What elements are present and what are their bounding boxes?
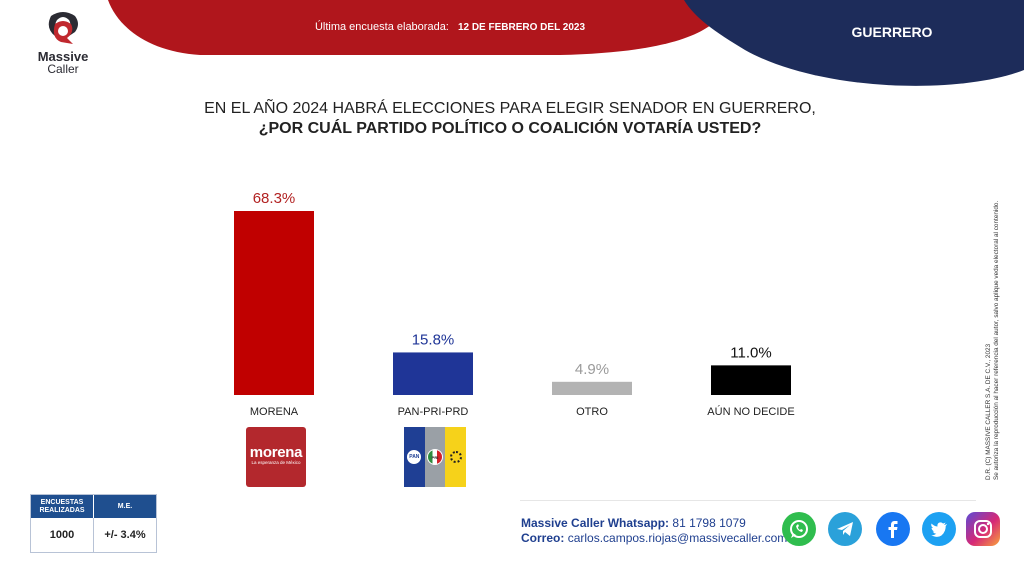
pri-logo: PRI (424, 427, 446, 487)
survey-date-value: 12 DE FEBRERO DEL 2023 (457, 22, 586, 33)
prd-logo (445, 427, 467, 487)
category-label: AÚN NO DECIDE (707, 405, 794, 418)
copyright-line-2: Se autoriza la reproducción al hacer ref… (993, 200, 1000, 480)
category-label: OTRO (576, 406, 608, 418)
massive-caller-logo-icon (48, 12, 78, 44)
survey-date-line: Última encuesta elaborada: 12 DE FEBRERO… (300, 21, 600, 33)
copyright-note-text: D.R. (C) MASSIVE CALLER S.A. DE C.V., 20… (985, 120, 1001, 480)
bar-a-n-no-decide (711, 365, 791, 395)
email-address[interactable]: carlos.campos.riojas@massivecaller.com (567, 531, 788, 545)
whatsapp-label: Massive Caller Whatsapp: (521, 516, 670, 530)
morena-logo-tagline: La esperanza de México (251, 460, 301, 465)
category-label: MORENA (250, 406, 299, 418)
telegram-icon[interactable] (828, 512, 862, 546)
email-line: Correo: carlos.campos.riojas@massivecall… (521, 531, 787, 546)
header-red-shape (108, 0, 730, 55)
question-line-1: EN EL AÑO 2024 HABRÁ ELECCIONES PARA ELE… (204, 100, 816, 117)
whatsapp-number[interactable]: 81 1798 1079 (672, 516, 746, 530)
header-banner (108, 0, 1024, 86)
logo-text-massive: Massive (37, 49, 89, 64)
contact-divider (520, 500, 976, 501)
survey-date-label: Última encuesta elaborada: (314, 21, 449, 33)
twitter-icon[interactable] (922, 512, 956, 546)
logo-text-caller: Caller (47, 62, 79, 76)
value-label: 15.8% (412, 331, 455, 348)
bar-pan-pri-prd (393, 352, 473, 395)
contact-info: Massive Caller Whatsapp: 81 1798 1079 Co… (521, 516, 787, 546)
email-label: Correo: (521, 531, 565, 545)
morena-logo-name: morena (249, 444, 303, 461)
sample-table-header: ENCUESTAS REALIZADAS M.E. (31, 495, 156, 518)
facebook-icon[interactable] (876, 512, 910, 546)
whatsapp-icon[interactable] (782, 512, 816, 546)
prd-sun-icon (449, 451, 462, 463)
pan-logo: PAN (404, 427, 425, 487)
header-navy-shape (684, 0, 1024, 86)
massive-caller-logo: Massive Caller (28, 10, 98, 78)
state-name: GUERRERO (851, 24, 933, 40)
pan-pri-prd-logo: PAN PRI (404, 427, 467, 487)
bar-morena (234, 211, 314, 395)
question-line-2: ¿POR CUÁL PARTIDO POLÍTICO O COALICIÓN V… (258, 120, 762, 137)
value-label: 11.0% (730, 344, 771, 361)
margin-error-header: M.E. (117, 502, 133, 510)
pan-logo-text: PAN (406, 449, 423, 465)
sample-table: ENCUESTAS REALIZADAS M.E. 1000 +/- 3.4% (30, 494, 157, 553)
margin-error-value: +/- 3.4% (104, 529, 146, 541)
value-label: 4.9% (575, 361, 609, 378)
copyright-line-1: D.R. (C) MASSIVE CALLER S.A. DE C.V., 20… (985, 343, 992, 480)
whatsapp-line: Massive Caller Whatsapp: 81 1798 1079 (521, 516, 787, 531)
pri-logo-text: PRI (427, 449, 443, 465)
surveys-value: 1000 (31, 518, 94, 552)
instagram-icon[interactable] (966, 512, 1000, 546)
category-label: PAN-PRI-PRD (398, 406, 469, 418)
sample-table-row: 1000 +/- 3.4% (31, 518, 156, 552)
surveys-header: ENCUESTAS REALIZADAS (31, 495, 94, 518)
value-label: 68.3% (253, 190, 296, 207)
copyright-note: D.R. (C) MASSIVE CALLER S.A. DE C.V., 20… (977, 120, 1003, 480)
morena-logo: morena La esperanza de México (246, 427, 306, 487)
bar-otro (552, 381, 632, 395)
